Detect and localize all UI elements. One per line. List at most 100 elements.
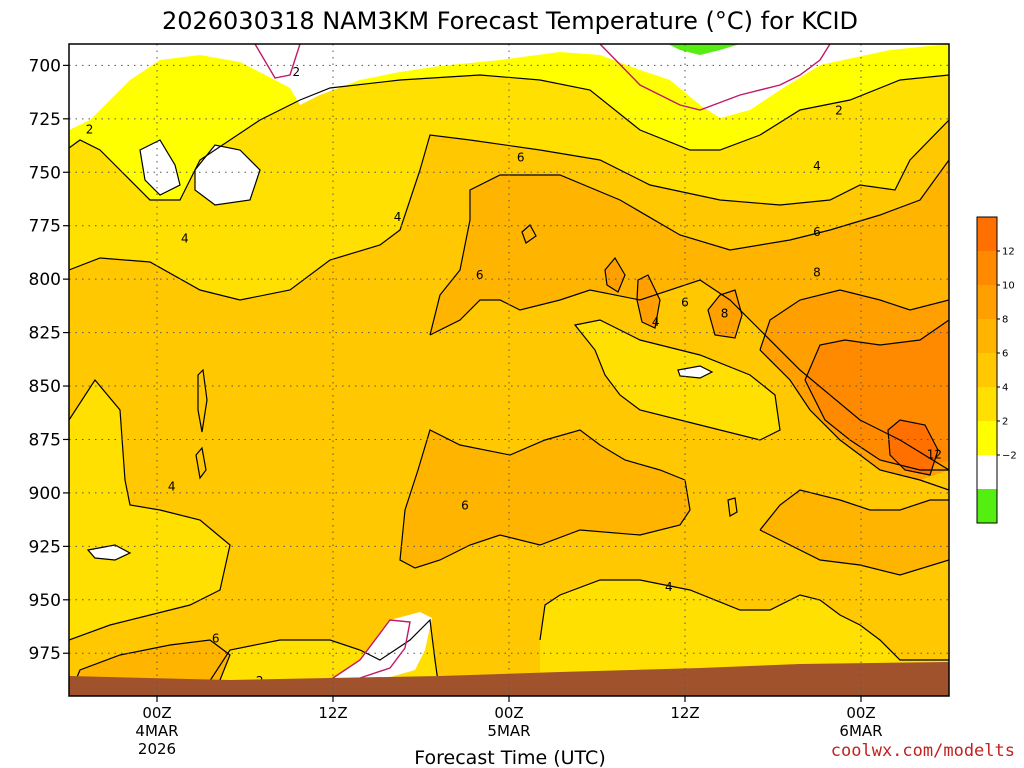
band-6-8-lower [400,430,690,568]
contour-label: 6 [476,268,484,282]
y-tick-label: 725 [29,110,61,130]
band-subfreezing-aloft [69,44,949,130]
contour-label: 6 [517,150,525,164]
contour-label: 8 [721,306,729,320]
contour-label: 4 [813,159,821,173]
contour-label-text: 4 [394,210,402,224]
band-subfreezing-left [88,545,130,560]
contour-label: 6 [212,631,220,645]
contour-4c-bottom [539,579,949,661]
colorbar-tick-label: 6 [1002,349,1008,360]
colorbar-band [977,421,997,456]
contour-12c [887,419,939,476]
colorbar-tick-label: 2 [1002,417,1008,428]
contour-6c-lower-edge [429,279,949,471]
y-tick-label: 700 [29,56,61,76]
contour-label-text: 12 [927,447,942,461]
contour-6c-lower [399,429,691,569]
contour-label-text: 4 [813,159,821,173]
contour-label: 6 [681,296,689,310]
contour-label-text: 6 [461,499,469,513]
contour-4c-bottom-left [199,618,441,696]
colorbar-band [977,353,997,388]
colorbar-tick-label: 10 [1002,281,1015,292]
x-tick-label: 2026 [138,740,176,758]
contour-6c-bottom-left [69,639,231,696]
credit-text: coolwx.com/modelts [831,741,1015,761]
contour-label: 4 [181,232,189,246]
contour-label-text: 4 [168,480,176,494]
colorbar-tick-label: −2 [1002,451,1017,462]
contour-4c-tongue [573,319,781,441]
colorbar-band [977,319,997,354]
contour-label-text: 2 [293,65,301,79]
colorbar-band [977,251,997,286]
colorbar-tick-label: 8 [1002,315,1008,326]
x-tick-label: 00Z [142,704,171,722]
contour-islands [195,224,743,517]
contour-label: 4 [652,315,660,329]
colorbar: 12 10 8 6 4 2 −2 [976,216,1017,524]
colorbar-band [977,387,997,422]
ground-terrain [69,662,949,696]
gridlines [69,44,949,696]
contour-label: 8 [813,266,821,280]
y-tick-label: 800 [29,270,61,290]
contour-label-text: 8 [813,266,821,280]
contour-freezing [254,44,831,681]
x-tick-label: 4MAR [135,722,178,740]
x-tick-label: 12Z [670,704,699,722]
contour-4c [69,119,949,301]
colorbar-tick-label: 4 [1002,383,1008,394]
y-tick-label: 975 [29,644,61,664]
y-tick-label: 900 [29,484,61,504]
contour-label-text: 4 [652,315,660,329]
x-tick-label: 12Z [318,704,347,722]
contour-6c [429,159,949,336]
contour-label: 12 [927,447,942,461]
y-tick-label: 925 [29,537,61,557]
contour-label: 6 [813,225,821,239]
contour-8c-lower [759,349,949,491]
colorbar-band [977,489,997,524]
contour-label: 2 [293,65,301,79]
colorbar-band [977,285,997,320]
x-tick-label: 6MAR [839,722,882,740]
contour-label-text: 4 [665,580,673,594]
band-subfreezing-pocket [140,140,180,195]
contour-label-text: 6 [476,268,484,282]
band-subfreezing-pocket [195,145,260,205]
contour-label: 6 [461,499,469,513]
contour-label-text: 2 [86,123,94,137]
contour-4c-left [69,378,231,641]
contour-6c-right-lower [759,489,949,576]
contour-label-text: 6 [212,631,220,645]
y-tick-label: 850 [29,377,61,397]
colorbar-band [977,217,997,252]
x-tick-label: 5MAR [487,722,530,740]
contour-10c [804,319,949,471]
y-tick-label: 775 [29,217,61,237]
contour-label: 4 [665,580,673,594]
band-2-4-tongue [575,320,780,440]
contour-label-text: 6 [517,150,525,164]
contour-label-text: 2 [835,103,843,117]
contour-2c [69,74,949,201]
x-axis-title: Forecast Time (UTC) [414,747,605,768]
colorbar-frame [976,216,998,524]
contour-label: 2 [835,103,843,117]
contour-label: 4 [394,210,402,224]
contour-8c [759,289,949,351]
contour-pockets [86,139,714,561]
y-tick-label: 750 [29,163,61,183]
x-tick-label: 00Z [846,704,875,722]
y-tick-label: 950 [29,591,61,611]
y-tick-label: 875 [29,430,61,450]
contour-lines [69,44,949,696]
band-6-8-right-lower [760,490,949,575]
contour-label-text: 6 [681,296,689,310]
contour-label: 2 [86,123,94,137]
y-tick-label: 825 [29,324,61,344]
contour-label-text: 8 [721,306,729,320]
